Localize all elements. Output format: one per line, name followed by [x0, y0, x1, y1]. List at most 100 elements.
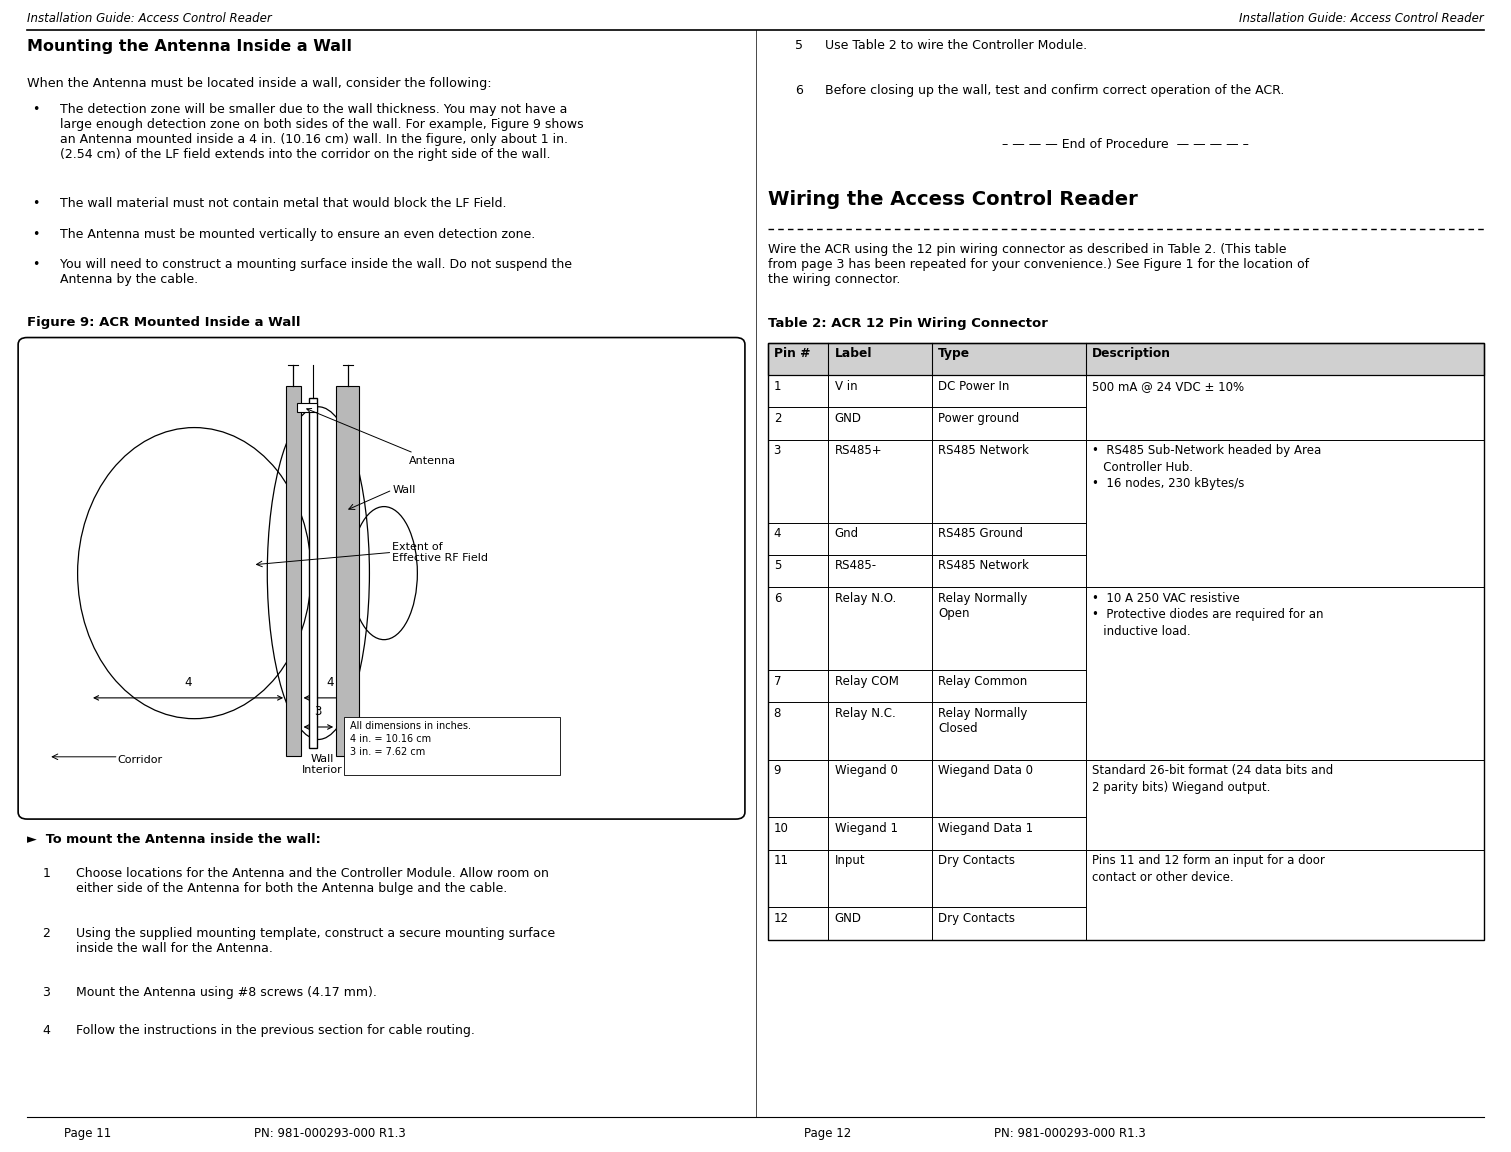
Bar — [828, 908, 932, 940]
Text: 1: 1 — [774, 380, 781, 393]
Text: Dry Contacts: Dry Contacts — [938, 855, 1015, 867]
Text: – — — — End of Procedure  — — — — –: – — — — End of Procedure — — — — – — [1002, 138, 1250, 151]
Bar — [828, 703, 932, 760]
Text: 500 mA @ 24 VDC ± 10%: 500 mA @ 24 VDC ± 10% — [1092, 380, 1245, 393]
Text: Choose locations for the Antenna and the Controller Module. Allow room on
either: Choose locations for the Antenna and the… — [76, 867, 548, 895]
Text: Standard 26-bit format (24 data bits and
2 parity bits) Wiegand output.: Standard 26-bit format (24 data bits and… — [1092, 765, 1334, 794]
Bar — [335, 386, 360, 756]
Text: Dry Contacts: Dry Contacts — [938, 912, 1015, 925]
Text: 3: 3 — [774, 445, 781, 457]
Text: Wall
Interior: Wall Interior — [302, 753, 343, 775]
Text: Wiegand 1: Wiegand 1 — [834, 823, 898, 835]
Text: GND: GND — [834, 412, 861, 425]
Text: Follow the instructions in the previous section for cable routing.: Follow the instructions in the previous … — [76, 1024, 474, 1037]
Bar — [828, 670, 932, 703]
Text: 5: 5 — [795, 39, 802, 52]
Text: 4: 4 — [326, 676, 334, 689]
Bar — [768, 588, 1484, 670]
Text: Type: Type — [938, 348, 970, 361]
Text: RS485+: RS485+ — [834, 445, 882, 457]
Bar — [1086, 760, 1484, 850]
Text: Antenna: Antenna — [307, 409, 456, 465]
Text: 2: 2 — [42, 927, 50, 940]
Text: 2: 2 — [774, 412, 781, 425]
Text: Wiegand 0: Wiegand 0 — [834, 765, 898, 778]
Bar — [310, 399, 316, 748]
Text: The detection zone will be smaller due to the wall thickness. You may not have a: The detection zone will be smaller due t… — [60, 103, 585, 160]
Text: •: • — [32, 228, 39, 241]
Text: 6: 6 — [795, 84, 802, 97]
Bar — [932, 555, 1086, 588]
Bar — [768, 408, 1484, 440]
Bar — [932, 908, 1086, 940]
Text: Wiring the Access Control Reader: Wiring the Access Control Reader — [768, 190, 1138, 209]
Bar — [1086, 588, 1484, 760]
Bar — [828, 408, 932, 440]
Text: PN: 981-000293-000 R1.3: PN: 981-000293-000 R1.3 — [254, 1127, 405, 1140]
Text: RS485-: RS485- — [834, 560, 876, 573]
Text: GND: GND — [834, 912, 861, 925]
Bar — [768, 343, 1484, 940]
Text: 5: 5 — [774, 560, 781, 573]
Text: Label: Label — [834, 348, 872, 361]
Bar — [768, 760, 1484, 818]
Bar — [768, 343, 1484, 376]
Text: Using the supplied mounting template, construct a secure mounting surface
inside: Using the supplied mounting template, co… — [76, 927, 555, 955]
Text: Mount the Antenna using #8 screws (4.17 mm).: Mount the Antenna using #8 screws (4.17 … — [76, 986, 376, 999]
Bar — [932, 818, 1086, 850]
Text: •  RS485 Sub-Network headed by Area
   Controller Hub.
•  16 nodes, 230 kBytes/s: • RS485 Sub-Network headed by Area Contr… — [1092, 445, 1322, 491]
Text: Before closing up the wall, test and confirm correct operation of the ACR.: Before closing up the wall, test and con… — [825, 84, 1284, 97]
Bar — [768, 760, 828, 818]
Text: Wall: Wall — [393, 485, 416, 495]
Text: 4: 4 — [184, 676, 192, 689]
Text: Gnd: Gnd — [834, 528, 858, 540]
Text: DC Power In: DC Power In — [938, 380, 1009, 393]
Bar — [828, 376, 932, 408]
Text: 4: 4 — [774, 528, 781, 540]
Text: Installation Guide: Access Control Reader: Installation Guide: Access Control Reade… — [27, 13, 272, 25]
Text: 8: 8 — [774, 707, 781, 720]
Bar — [768, 670, 1484, 703]
Bar — [768, 523, 828, 555]
Bar — [345, 717, 559, 775]
Bar — [932, 703, 1086, 760]
Text: 11: 11 — [774, 855, 789, 867]
Bar — [1086, 850, 1484, 940]
Text: 1: 1 — [42, 867, 50, 880]
Text: Input: Input — [834, 855, 866, 867]
Bar — [828, 760, 932, 818]
Text: Mounting the Antenna Inside a Wall: Mounting the Antenna Inside a Wall — [27, 39, 352, 54]
Text: Wire the ACR using the 12 pin wiring connector as described in Table 2. (This ta: Wire the ACR using the 12 pin wiring con… — [768, 243, 1309, 286]
Text: Figure 9: ACR Mounted Inside a Wall: Figure 9: ACR Mounted Inside a Wall — [27, 316, 301, 328]
Text: The wall material must not contain metal that would block the LF Field.: The wall material must not contain metal… — [60, 197, 506, 210]
Bar — [768, 818, 828, 850]
Text: Power ground: Power ground — [938, 412, 1020, 425]
Text: RS485 Network: RS485 Network — [938, 560, 1029, 573]
Bar — [932, 440, 1086, 523]
Bar — [828, 850, 932, 908]
Bar — [768, 850, 828, 908]
Bar — [828, 555, 932, 588]
Bar — [1086, 376, 1484, 440]
Bar — [768, 343, 1484, 376]
Bar — [828, 440, 932, 523]
Text: 12: 12 — [774, 912, 789, 925]
Text: Wiegand Data 1: Wiegand Data 1 — [938, 823, 1034, 835]
Text: Wiegand Data 0: Wiegand Data 0 — [938, 765, 1034, 778]
Text: 10: 10 — [774, 823, 789, 835]
Bar — [768, 523, 1484, 555]
Text: 7: 7 — [774, 675, 781, 688]
Text: Relay Normally
Open: Relay Normally Open — [938, 592, 1027, 620]
Bar — [768, 555, 828, 588]
Bar — [828, 588, 932, 670]
Text: Relay COM: Relay COM — [834, 675, 899, 688]
Text: •  10 A 250 VAC resistive
•  Protective diodes are required for an
   inductive : • 10 A 250 VAC resistive • Protective di… — [1092, 592, 1324, 638]
Bar — [286, 386, 301, 756]
Bar — [298, 403, 316, 411]
Text: Pin #: Pin # — [774, 348, 810, 361]
Text: Pins 11 and 12 form an input for a door
contact or other device.: Pins 11 and 12 form an input for a door … — [1092, 855, 1325, 884]
Bar — [932, 376, 1086, 408]
Text: All dimensions in inches.
4 in. = 10.16 cm
3 in. = 7.62 cm: All dimensions in inches. 4 in. = 10.16 … — [351, 720, 471, 757]
Bar — [768, 376, 1484, 408]
Text: V in: V in — [834, 380, 857, 393]
